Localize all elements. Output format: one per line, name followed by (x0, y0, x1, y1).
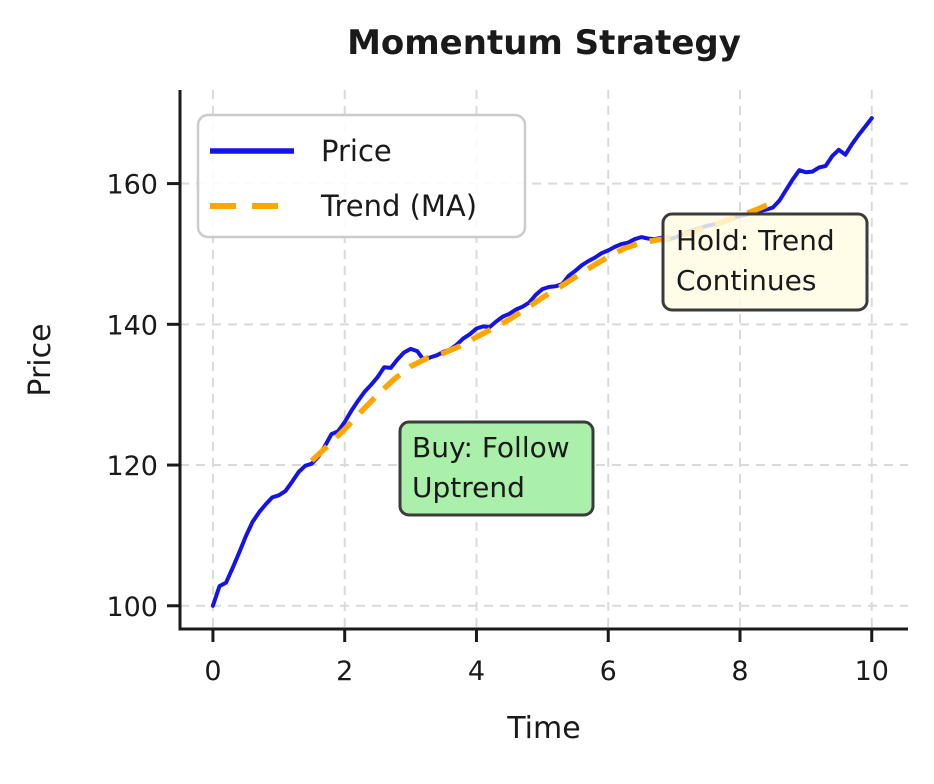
y-tick-label: 120 (106, 451, 158, 482)
y-tick-label: 140 (106, 310, 158, 341)
x-tick-label: 2 (336, 656, 353, 687)
x-tick-label: 6 (600, 656, 617, 687)
x-tick-label: 4 (468, 656, 485, 687)
y-tick-label: 100 (106, 592, 158, 623)
chart-title: Momentum Strategy (347, 23, 741, 63)
legend: Price Trend (MA) (196, 113, 527, 239)
axes-layer: 0 2 4 6 8 10 100 120 140 160 (106, 90, 908, 687)
annotation-hold: Hold: Trend Continues (661, 212, 869, 312)
legend-trend-label: Trend (MA) (320, 189, 477, 223)
x-axis-label: Time (506, 711, 580, 746)
legend-box (196, 113, 527, 239)
annotation-buy: Buy: Follow Uptrend (398, 420, 595, 517)
y-axis-label: Price (23, 323, 58, 396)
x-tick-label: 0 (204, 656, 221, 687)
annotation-hold-text: Hold: Trend Continues (676, 224, 844, 297)
grid-layer (180, 90, 908, 629)
x-tick-label: 10 (855, 656, 889, 687)
annotation-buy-text: Buy: Follow Uptrend (412, 431, 579, 504)
y-tick-label: 160 (106, 170, 158, 201)
ticks-layer: 0 2 4 6 8 10 100 120 140 160 (106, 170, 888, 687)
annotation-buy-box (398, 420, 595, 517)
annotation-hold-box (661, 212, 869, 312)
annotations-layer: Buy: Follow Uptrend Hold: Trend Continue… (398, 212, 869, 517)
legend-price-label: Price (321, 134, 392, 168)
x-tick-label: 8 (731, 656, 748, 687)
